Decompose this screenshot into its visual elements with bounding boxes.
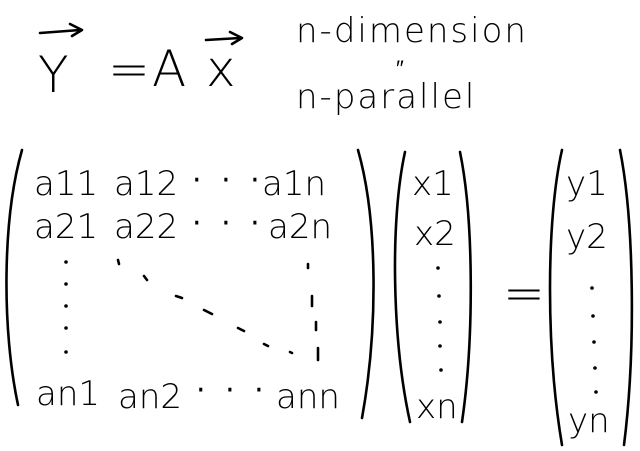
vector-y-vertical-dots [590, 286, 598, 394]
note-n-parallel: n-parallel [296, 77, 476, 117]
matrix-cell-an2: an2 [118, 377, 182, 417]
matrix-row1-ellipsis: · · · [192, 163, 265, 198]
matrix-right-bracket [356, 148, 375, 420]
matrix-cell-an1: an1 [36, 374, 100, 414]
system-equals-sign: = [503, 264, 545, 322]
matrix-a: a11 a12 · · · a1n a21 a22 · · · a2n [5, 148, 375, 420]
vector-y-entry-2: y2 [566, 217, 608, 257]
matrix-cell-a1n: a1n [262, 164, 326, 204]
matrix-cell-a21: a21 [34, 207, 98, 247]
matrix-rown-ellipsis: · · · [196, 373, 269, 408]
vector-x-entry-n: xn [416, 387, 458, 427]
equation-y-equals-ax: Y = A x [38, 22, 244, 104]
vector-y: y1 y2 yn [548, 148, 634, 447]
equation-equals: = [108, 40, 150, 98]
vector-x-vertical-dots [436, 266, 443, 372]
note-n-dimension: n-dimension [296, 11, 528, 51]
equation-vector-x: x [206, 40, 236, 98]
matrix-col1-vertical-dots [64, 260, 68, 354]
dimension-notes: n-dimension ″ n-parallel [296, 11, 528, 117]
x-vector-arrow [204, 30, 244, 46]
vector-x-left-bracket [393, 150, 412, 424]
vector-x-entry-2: x2 [414, 214, 456, 254]
equation-lhs-y: Y [38, 46, 69, 104]
matrix-cell-ann: ann [276, 377, 340, 417]
vector-y-left-bracket [548, 148, 564, 447]
note-ditto-mark: ″ [396, 57, 406, 82]
matrix-cell-a12: a12 [114, 164, 178, 204]
vector-x: x1 x2 xn [393, 150, 473, 427]
vector-y-entry-n: yn [568, 401, 610, 441]
y-vector-arrow [38, 22, 84, 38]
matrix-row2-ellipsis: · · · [192, 206, 265, 241]
matrix-cell-a22: a22 [114, 207, 178, 247]
matrix-coln-vertical-dots [306, 262, 320, 362]
matrix-cell-a2n: a2n [268, 207, 332, 247]
vector-y-right-bracket [618, 148, 634, 447]
matrix-left-bracket [5, 148, 24, 407]
matrix-cell-a11: a11 [34, 164, 98, 204]
vector-y-entry-1: y1 [566, 164, 608, 204]
vector-x-right-bracket [458, 150, 473, 424]
vector-x-entry-1: x1 [412, 164, 454, 204]
matrix-diagonal-dots [116, 258, 294, 355]
equation-matrix-a: A [152, 40, 186, 98]
